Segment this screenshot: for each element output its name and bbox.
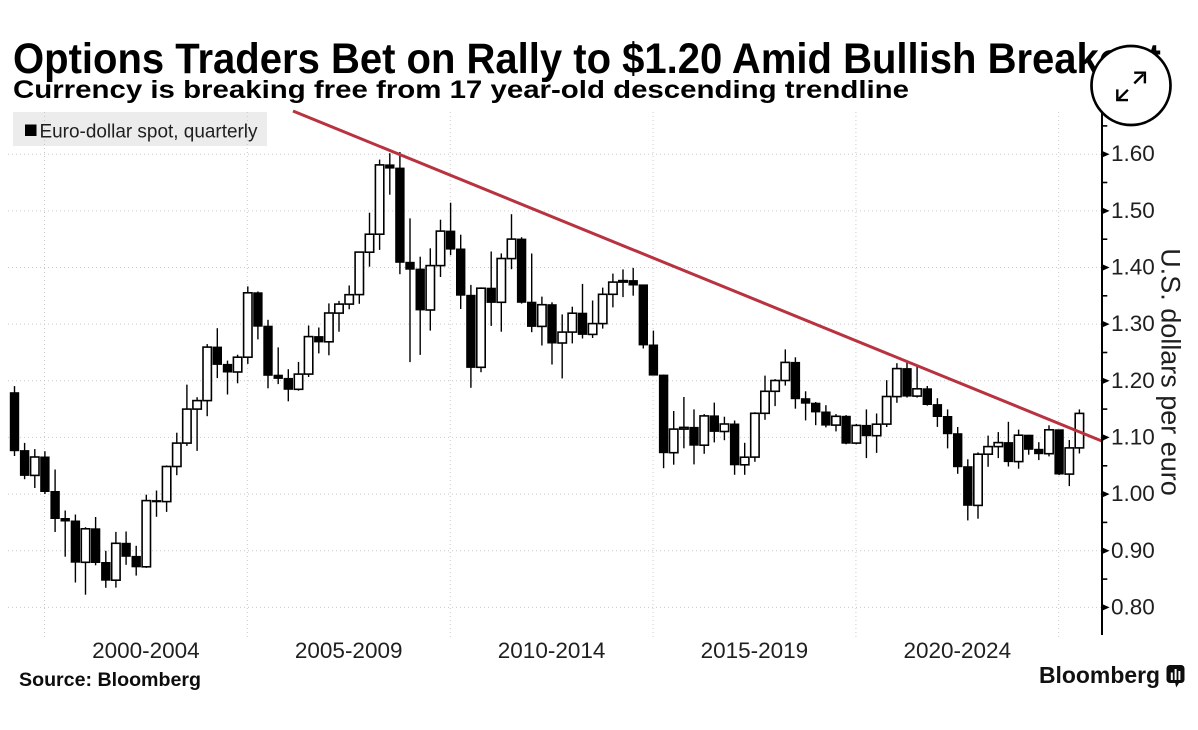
svg-text:1.30: 1.30 — [1111, 311, 1155, 336]
svg-text:1.10: 1.10 — [1111, 424, 1155, 449]
svg-text:2020-2024: 2020-2024 — [903, 638, 1011, 663]
svg-text:1.60: 1.60 — [1111, 141, 1155, 166]
svg-text:1.50: 1.50 — [1111, 198, 1155, 223]
svg-text:Source: Bloomberg: Source: Bloomberg — [19, 669, 201, 691]
svg-text:0.90: 0.90 — [1111, 538, 1155, 563]
svg-text:1.00: 1.00 — [1111, 481, 1155, 506]
svg-text:1.20: 1.20 — [1111, 368, 1155, 393]
svg-text:Currency is breaking free from: Currency is breaking free from 17 year-o… — [13, 76, 909, 104]
svg-text:Bloomberg: Bloomberg — [1039, 662, 1160, 688]
svg-text:1.40: 1.40 — [1111, 255, 1155, 280]
svg-text:Euro-dollar spot, quarterly: Euro-dollar spot, quarterly — [40, 121, 258, 143]
svg-text:0.80: 0.80 — [1111, 594, 1155, 619]
svg-text:2005-2009: 2005-2009 — [295, 638, 403, 663]
svg-text:U.S. dollars per euro: U.S. dollars per euro — [1156, 248, 1186, 496]
svg-text:2010-2014: 2010-2014 — [498, 638, 606, 663]
svg-text:2000-2004: 2000-2004 — [92, 638, 200, 663]
svg-text:2015-2019: 2015-2019 — [701, 638, 809, 663]
svg-text:Options Traders Bet on Rally t: Options Traders Bet on Rally to $1.20 Am… — [13, 36, 1161, 83]
